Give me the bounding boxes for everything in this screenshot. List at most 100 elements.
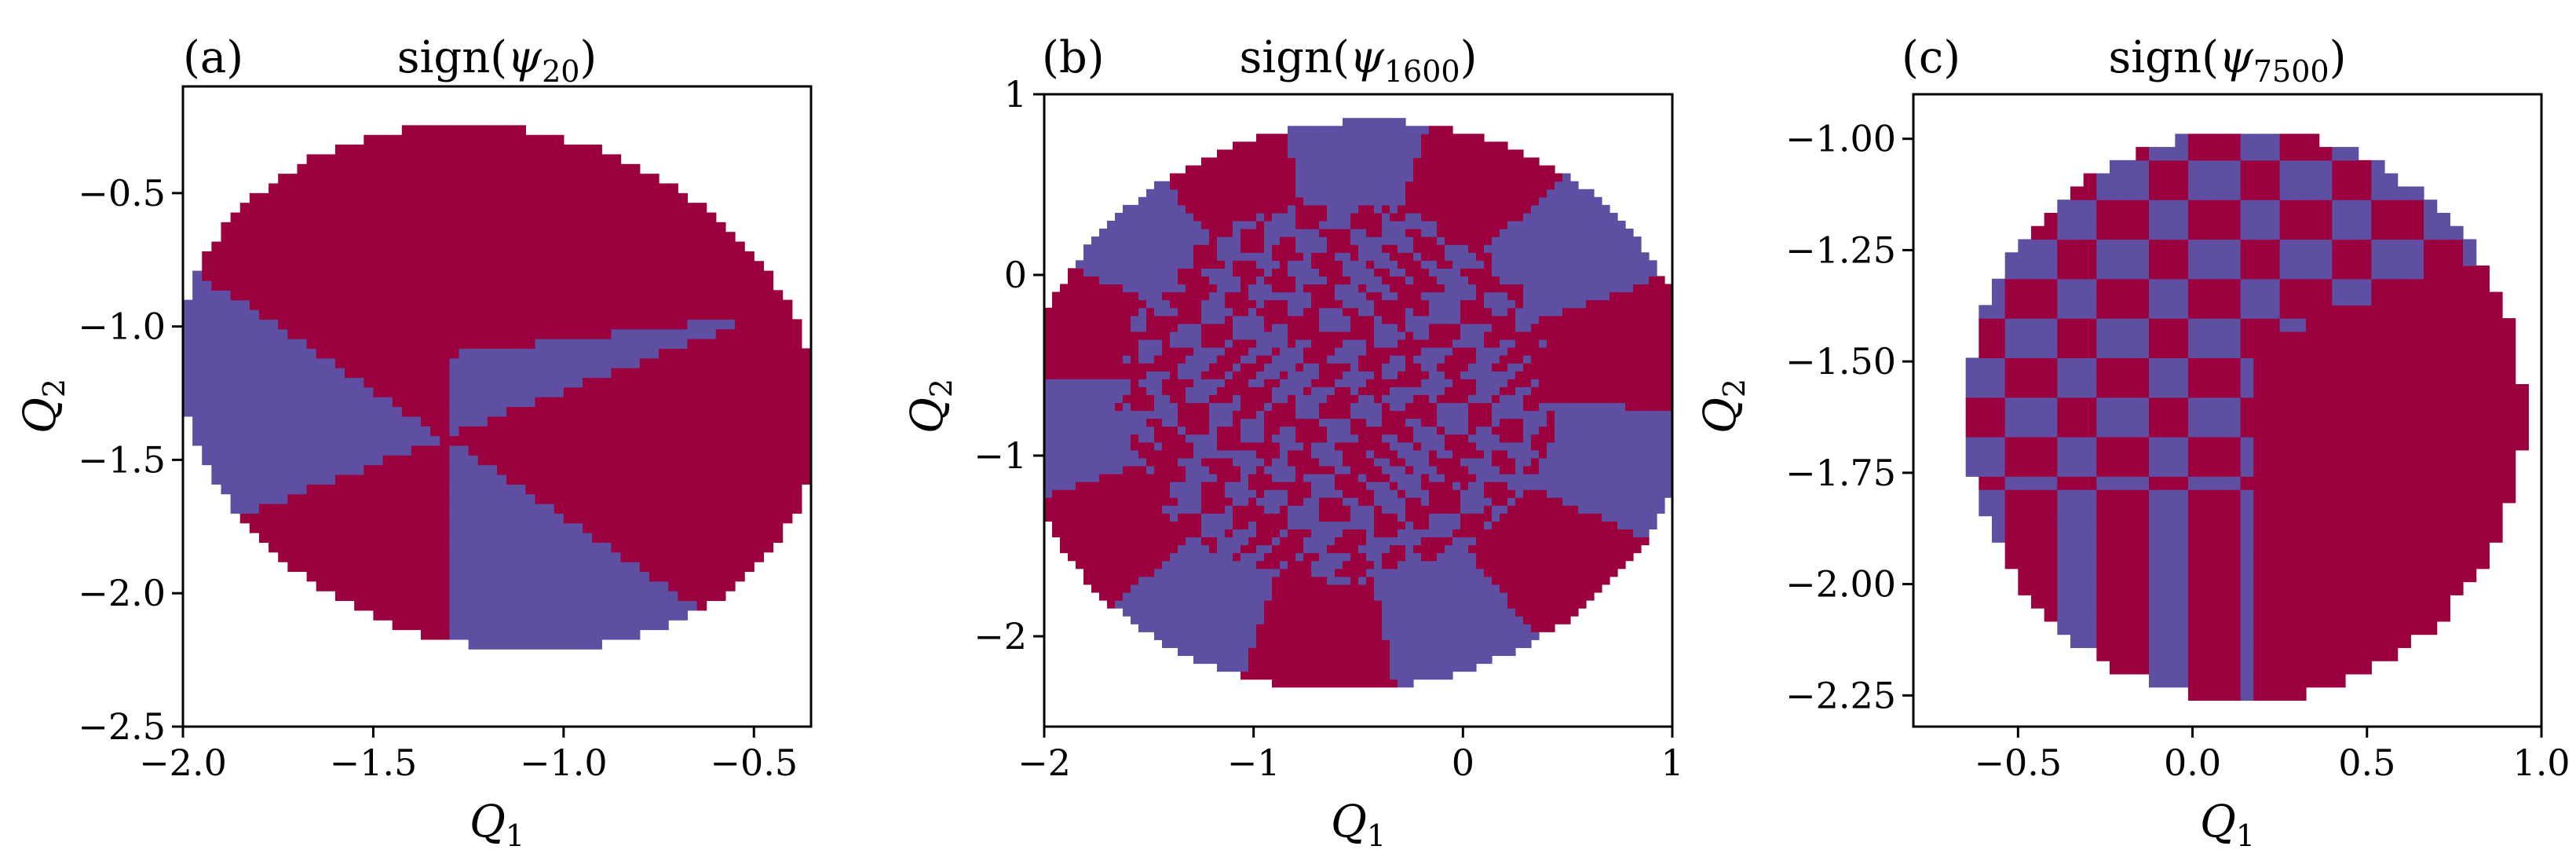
heatmap-cell [1131,402,1139,412]
heatmap-cell [1256,591,1265,601]
heatmap-cell [592,299,602,310]
heatmap-cell [554,309,565,320]
heatmap-cell [411,464,422,475]
heatmap-cell [620,348,631,359]
heatmap-cell [611,591,622,602]
heatmap-cell [373,145,384,156]
heatmap-cell [1052,410,1061,419]
heatmap-cell [1256,489,1265,498]
heatmap-cell [1233,379,1241,387]
heatmap-cell [1311,537,1320,546]
heatmap-cell [592,192,602,203]
heatmap-cell [1233,331,1241,340]
heatmap-cell [382,232,393,243]
heatmap-cell [1217,331,1226,340]
heatmap-cell [239,203,250,214]
heatmap-cell [1272,632,1281,640]
heatmap-cell [1186,181,1194,190]
heatmap-cell [791,377,802,388]
heatmap-cell [1264,513,1273,522]
heatmap-cell [1225,616,1233,624]
heatmap-cell [1178,221,1186,229]
heatmap-cell [668,484,678,495]
heatmap-cell [334,426,345,437]
heatmap-cell [354,562,364,573]
heatmap-cell [1288,584,1296,593]
heatmap-cell [592,416,602,427]
heatmap-cell [392,134,403,145]
heatmap-cell [1327,181,1336,190]
heatmap-cell [382,474,393,485]
heatmap-cell [659,620,669,631]
heatmap-cell [1193,189,1202,198]
heatmap-cell [345,299,355,310]
heatmap-cell [1146,584,1155,593]
heatmap-cell [345,377,355,388]
heatmap-cell [1186,647,1194,657]
heatmap-cell [611,571,622,582]
heatmap-cell [258,455,269,466]
heatmap-cell [687,551,698,562]
heatmap-cell [592,328,602,339]
heatmap-cell [1264,323,1273,332]
heatmap-cell [1201,323,1210,332]
heatmap-cell [468,580,479,591]
heatmap-cell [373,261,384,272]
heatmap-cell [1209,560,1218,570]
heatmap-cell [345,503,355,514]
heatmap-cell [1303,347,1312,356]
heatmap-cell [430,183,440,194]
heatmap-cell [297,426,308,437]
heatmap-cell [696,464,707,475]
heatmap-cell [1115,260,1124,269]
heatmap-cell [1091,402,1100,412]
heatmap-cell [297,416,308,427]
heatmap-cell [497,503,507,514]
heatmap-cell [1256,165,1265,174]
heatmap-cell [572,309,583,320]
heatmap-cell [1186,576,1194,585]
heatmap-cell [535,474,546,485]
heatmap-cell [668,562,678,573]
heatmap-cell [1209,418,1218,427]
heatmap-cell [668,542,678,553]
heatmap-cell [696,445,707,456]
heatmap-cell [791,426,802,437]
heatmap-cell [1044,449,1053,459]
heatmap-cell [649,571,660,582]
heatmap-cell [316,299,327,310]
heatmap-cell [287,261,298,272]
heatmap-cell [696,348,707,359]
heatmap-cell [1225,632,1233,640]
heatmap-cell [506,241,517,252]
heatmap-cell [1311,663,1320,672]
heatmap-cell [1146,497,1155,506]
heatmap-cell [601,435,612,446]
heatmap-cell [1288,331,1296,340]
heatmap-cell [611,474,622,485]
heatmap-cell [258,299,269,310]
heatmap-cell [278,192,288,203]
heatmap-cell [1162,315,1171,324]
heatmap-cell [364,280,375,291]
heatmap-cell [611,406,622,417]
heatmap-cell [1256,513,1265,522]
heatmap-cell [1186,347,1194,356]
heatmap-cell [1256,189,1265,198]
heatmap-cell [468,474,479,485]
heatmap-cell [630,222,641,233]
heatmap-cell [373,513,384,524]
heatmap-cell [782,377,793,388]
heatmap-cell [1115,568,1124,577]
heatmap-cell [449,251,460,262]
heatmap-cell [278,455,288,466]
heatmap-cell [525,163,536,174]
heatmap-cell [773,348,784,359]
heatmap-cell [202,270,212,281]
heatmap-cell [535,251,546,262]
heatmap-cell [1107,402,1116,412]
heatmap-cell [572,377,583,388]
heatmap-cell [563,493,574,504]
heatmap-cell [497,134,507,145]
heatmap-cell [392,261,403,272]
